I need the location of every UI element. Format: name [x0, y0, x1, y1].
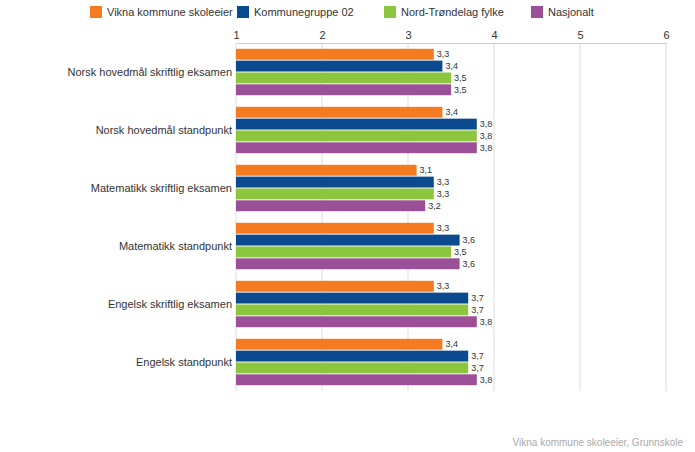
data-label: 3,7 — [471, 351, 484, 361]
legend-item: Kommunegruppe 02 — [237, 6, 354, 18]
bars — [236, 49, 477, 385]
bar — [236, 72, 451, 83]
legend: Vikna kommune skoleeier Kommunegruppe 02 N… — [90, 6, 594, 18]
legend-swatch — [90, 6, 102, 18]
bar — [236, 293, 468, 304]
grid-line — [666, 43, 667, 391]
category-label: Engelsk skriftlig eksamen — [108, 298, 232, 310]
grid-line — [580, 43, 581, 391]
tick: 6 — [663, 29, 669, 43]
bar — [236, 188, 434, 199]
data-label: 3,8 — [480, 119, 493, 129]
bar — [236, 142, 477, 153]
legend-label: Nord-Trøndelag fylke — [401, 6, 504, 18]
data-label: 3,4 — [445, 61, 458, 71]
bar — [236, 281, 434, 292]
bar — [236, 84, 451, 95]
bar — [236, 316, 477, 327]
grid-line — [494, 43, 495, 391]
tick: 4 — [491, 29, 497, 43]
data-label: 3,3 — [437, 189, 450, 199]
bar — [236, 235, 460, 246]
tick-label: 2 — [319, 29, 325, 41]
category-label: Matematikk standpunkt — [119, 240, 232, 252]
category-label: Norsk hovedmål skriftlig eksamen — [68, 66, 232, 78]
category-label: Matematikk skriftlig eksamen — [91, 182, 232, 194]
category-label: Norsk hovedmål standpunkt — [96, 124, 232, 136]
chart: 123456Norsk hovedmål skriftlig eksamenNo… — [0, 0, 695, 452]
data-label: 3,3 — [437, 281, 450, 291]
data-label: 3,5 — [454, 73, 467, 83]
data-label: 3,8 — [480, 375, 493, 385]
bar — [236, 61, 442, 72]
tick-label: 4 — [491, 29, 497, 41]
legend-item: Vikna kommune skoleeier — [90, 6, 233, 18]
annotation: Vikna kommune skoleeier, Grunnskole — [513, 437, 684, 448]
bar — [236, 258, 460, 269]
bar — [236, 362, 468, 373]
x-axis: 1 2 3 4 5 6 — [233, 29, 669, 44]
tick: 3 — [405, 29, 411, 43]
data-labels: 3,3 3,4 3,1 3,3 3,3 3,4 3,4 3,8 3,3 3,6 3,7 3,7 3,5 3… — [420, 49, 493, 385]
bar — [236, 351, 468, 362]
data-label: 3,4 — [445, 339, 458, 349]
legend-swatch — [531, 6, 543, 18]
tick-label: 1 — [233, 29, 239, 41]
legend-label: Kommunegruppe 02 — [254, 6, 354, 18]
legend-swatch — [384, 6, 396, 18]
tick: 2 — [319, 29, 325, 43]
legend-item: Nasjonalt — [531, 6, 594, 18]
data-label: 3,4 — [445, 107, 458, 117]
data-label: 3,2 — [428, 201, 441, 211]
bar — [236, 165, 417, 176]
axis-line — [237, 43, 667, 44]
bar — [236, 130, 477, 141]
data-label: 3,3 — [437, 223, 450, 233]
data-label: 3,3 — [437, 49, 450, 59]
bar — [236, 119, 477, 130]
data-label: 3,8 — [480, 143, 493, 153]
bar — [236, 223, 434, 234]
data-label: 3,7 — [471, 293, 484, 303]
bar — [236, 107, 442, 118]
category-labels: Norsk hovedmål skriftlig eksamen Norsk ho… — [68, 66, 232, 368]
bar — [236, 49, 434, 60]
tick: 1 — [233, 29, 239, 43]
bar — [236, 177, 434, 188]
bar — [236, 339, 442, 350]
data-label: 3,6 — [463, 259, 476, 269]
tick-label: 3 — [405, 29, 411, 41]
data-label: 3,5 — [454, 85, 467, 95]
tick-label: 5 — [577, 29, 583, 41]
legend-label: Vikna kommune skoleeier — [107, 6, 233, 18]
tick-label: 6 — [663, 29, 669, 41]
data-label: 3,5 — [454, 247, 467, 257]
grid — [236, 43, 666, 391]
tick: 5 — [577, 29, 583, 43]
legend-item: Nord-Trøndelag fylke — [384, 6, 504, 18]
data-label: 3,6 — [463, 235, 476, 245]
legend-label: Nasjonalt — [548, 6, 594, 18]
bar — [236, 304, 468, 315]
bar — [236, 374, 477, 385]
bar — [236, 246, 451, 257]
data-label: 3,7 — [471, 363, 484, 373]
data-label: 3,1 — [420, 165, 433, 175]
bar — [236, 200, 425, 211]
category-label: Engelsk standpunkt — [136, 356, 232, 368]
data-label: 3,8 — [480, 131, 493, 141]
data-label: 3,8 — [480, 317, 493, 327]
data-label: 3,3 — [437, 177, 450, 187]
legend-swatch — [237, 6, 249, 18]
data-label: 3,7 — [471, 305, 484, 315]
